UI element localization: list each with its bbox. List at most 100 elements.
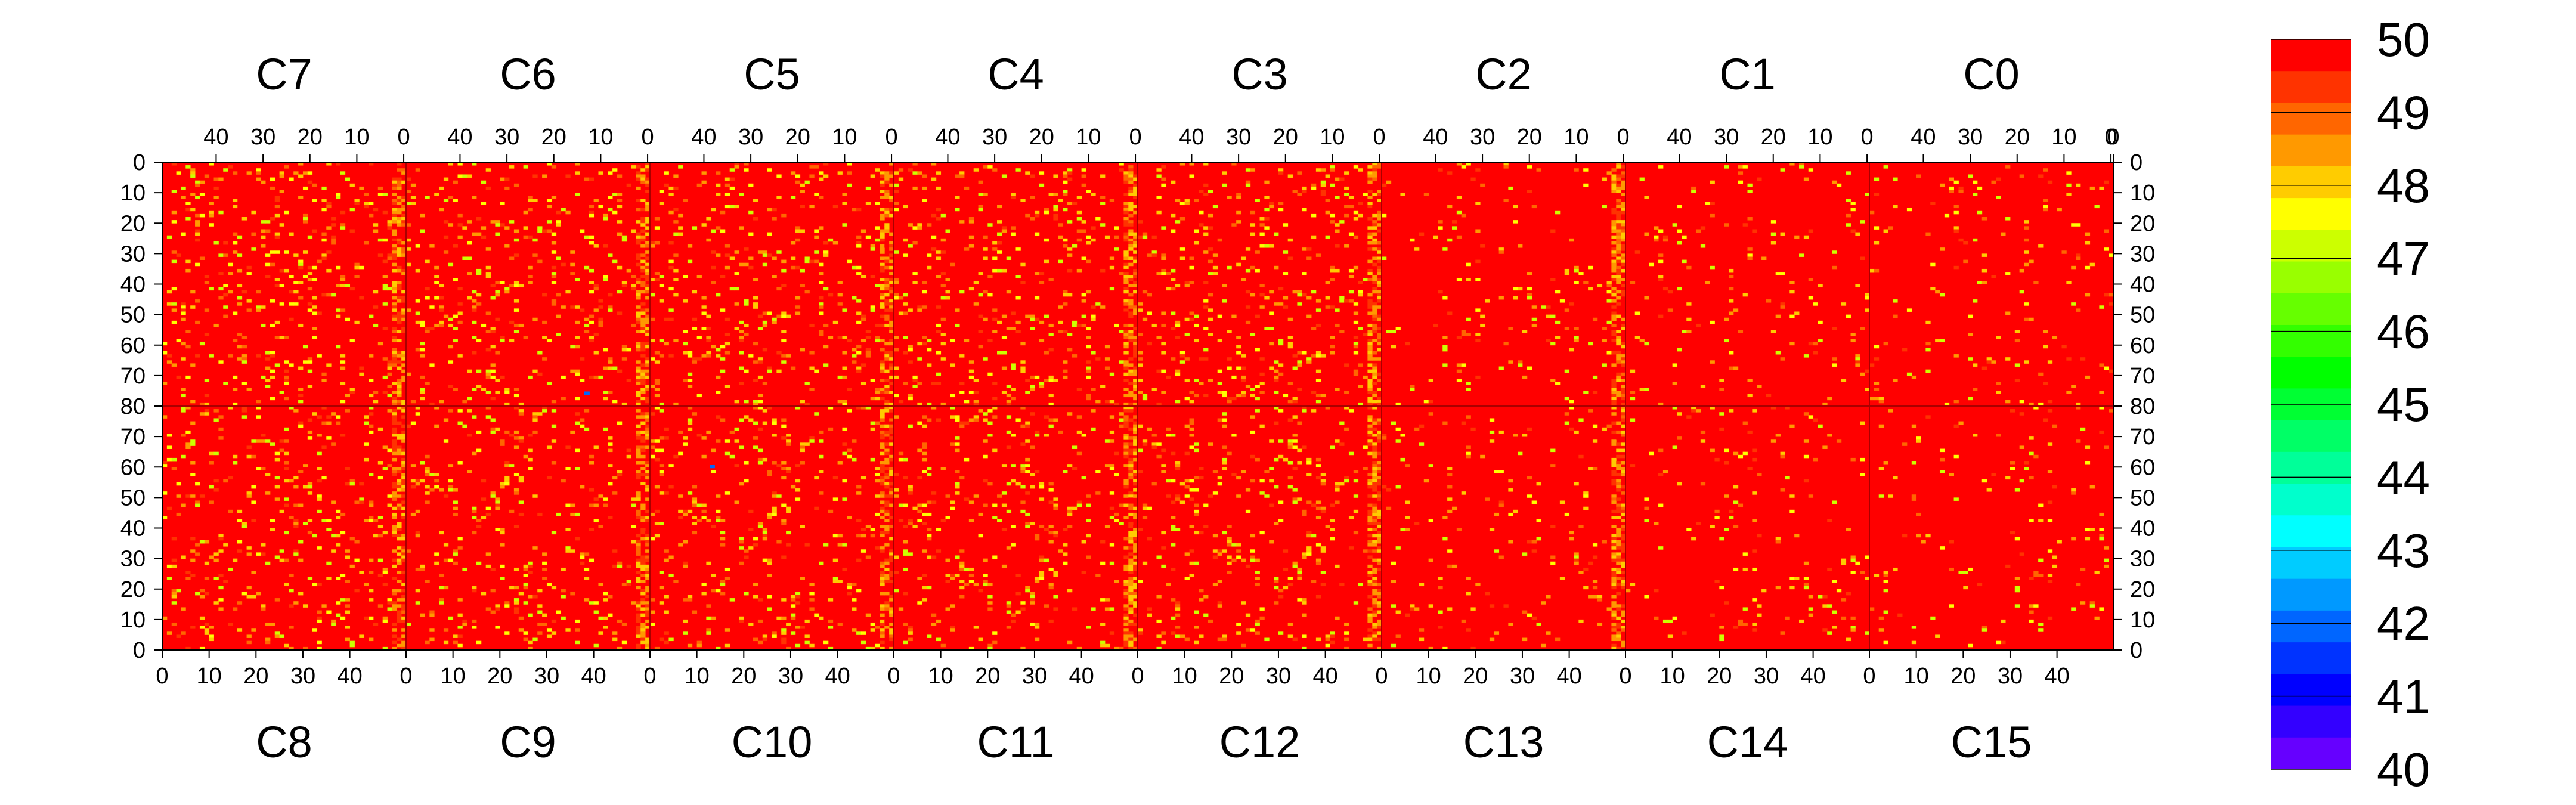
heatmap-cell bbox=[687, 244, 693, 248]
heatmap-cell bbox=[959, 561, 965, 565]
heatmap-cell bbox=[814, 165, 819, 169]
heatmap-cell bbox=[1128, 241, 1134, 245]
heatmap-cell bbox=[171, 302, 177, 306]
heatmap-cell bbox=[1133, 577, 1138, 580]
heatmap-cell bbox=[1241, 375, 1246, 379]
heatmap-cell bbox=[397, 434, 402, 437]
heatmap-cell bbox=[837, 534, 843, 538]
heatmap-cell bbox=[443, 543, 449, 547]
heatmap-cell bbox=[1367, 439, 1373, 443]
heatmap-cell bbox=[1015, 296, 1021, 300]
heatmap-cell bbox=[645, 208, 651, 212]
heatmap-cell bbox=[992, 247, 998, 251]
heatmap-cell bbox=[889, 479, 894, 483]
heatmap-cell bbox=[246, 388, 252, 391]
heatmap-cell bbox=[889, 208, 894, 212]
heatmap-cell bbox=[767, 369, 772, 373]
heatmap-cell bbox=[837, 543, 843, 547]
heatmap-cell bbox=[1048, 482, 1054, 486]
heatmap-cell bbox=[1123, 235, 1129, 239]
heatmap-cell bbox=[185, 345, 191, 349]
heatmap-cell bbox=[795, 592, 801, 596]
heatmap-cell bbox=[880, 232, 885, 236]
heatmap-cell bbox=[626, 378, 631, 382]
heatmap-cell bbox=[467, 241, 472, 245]
heatmap-cell bbox=[1104, 439, 1110, 443]
heatmap-cell bbox=[195, 183, 200, 187]
heatmap-cell bbox=[1011, 613, 1016, 617]
heatmap-cell bbox=[645, 470, 651, 473]
heatmap-cell bbox=[1367, 348, 1373, 352]
heatmap-cell bbox=[485, 186, 491, 190]
heatmap-cell bbox=[495, 500, 500, 504]
heatmap-cell bbox=[1274, 577, 1279, 580]
heatmap-cell bbox=[528, 571, 533, 574]
heatmap-cell bbox=[1133, 506, 1138, 510]
heatmap-cell bbox=[542, 577, 547, 580]
heatmap-cell bbox=[580, 561, 585, 565]
heatmap-cell bbox=[640, 461, 646, 465]
heatmap-cell bbox=[166, 290, 172, 294]
heatmap-cell bbox=[1269, 503, 1274, 507]
heatmap-cell bbox=[1034, 626, 1040, 629]
heatmap-cell bbox=[706, 314, 711, 318]
heatmap-cell bbox=[561, 589, 566, 593]
heatmap-cell bbox=[1367, 397, 1373, 401]
heatmap-cell bbox=[382, 583, 388, 587]
heatmap-cell bbox=[401, 311, 407, 315]
heatmap-cell bbox=[880, 491, 885, 495]
heatmap-cell bbox=[392, 287, 397, 291]
heatmap-cell bbox=[860, 363, 866, 367]
heatmap-cell bbox=[537, 372, 543, 376]
heatmap-cell bbox=[809, 388, 815, 391]
heatmap-cell bbox=[181, 196, 186, 199]
heatmap-cell bbox=[1203, 232, 1209, 236]
heatmap-cell bbox=[832, 580, 838, 583]
heatmap-cell bbox=[720, 369, 726, 373]
heatmap-cell bbox=[687, 351, 693, 355]
heatmap-cell bbox=[213, 177, 219, 181]
heatmap-cell bbox=[1315, 354, 1321, 358]
heatmap-cell bbox=[1222, 183, 1227, 187]
heatmap-cell bbox=[1325, 210, 1330, 215]
heatmap-cell bbox=[1128, 643, 1134, 648]
heatmap-cell bbox=[1076, 268, 1082, 273]
heatmap-cell bbox=[307, 485, 313, 489]
heatmap-cell bbox=[1076, 503, 1082, 507]
heatmap-cell bbox=[1076, 388, 1082, 391]
heatmap-cell bbox=[1372, 522, 1377, 525]
heatmap-cell bbox=[955, 208, 960, 212]
heatmap-cell bbox=[1081, 476, 1086, 480]
heatmap-cell bbox=[1128, 491, 1134, 495]
heatmap-cell bbox=[546, 628, 552, 632]
heatmap-cell bbox=[589, 268, 595, 273]
heatmap-cell bbox=[1320, 549, 1326, 553]
heatmap-cell bbox=[171, 589, 177, 593]
heatmap-cell bbox=[307, 278, 313, 281]
heatmap-cell bbox=[1128, 619, 1134, 623]
heatmap-cell bbox=[880, 564, 885, 568]
heatmap-cell bbox=[748, 210, 754, 215]
heatmap-cell bbox=[312, 336, 317, 339]
heatmap-cell bbox=[472, 299, 477, 303]
heatmap-cell bbox=[790, 604, 796, 608]
heatmap-cell bbox=[556, 333, 561, 336]
heatmap-cell bbox=[397, 643, 402, 648]
heatmap-cell bbox=[776, 250, 782, 254]
heatmap-cell bbox=[922, 281, 927, 284]
heatmap-cell bbox=[1123, 479, 1129, 483]
heatmap-cell bbox=[500, 528, 505, 532]
heatmap-cell bbox=[668, 555, 674, 559]
heatmap-cell bbox=[1250, 415, 1256, 419]
heatmap-cell bbox=[636, 330, 641, 333]
heatmap-cell bbox=[894, 281, 899, 284]
heatmap-cell bbox=[983, 580, 988, 583]
heatmap-cell bbox=[1044, 378, 1049, 382]
heatmap-cell bbox=[1133, 174, 1138, 178]
heatmap-cell bbox=[246, 171, 252, 175]
heatmap-cell bbox=[870, 646, 875, 651]
heatmap-cell bbox=[481, 516, 487, 519]
heatmap-cell bbox=[1119, 330, 1124, 333]
heatmap-cell bbox=[1372, 473, 1377, 476]
heatmap-cell bbox=[837, 302, 843, 306]
